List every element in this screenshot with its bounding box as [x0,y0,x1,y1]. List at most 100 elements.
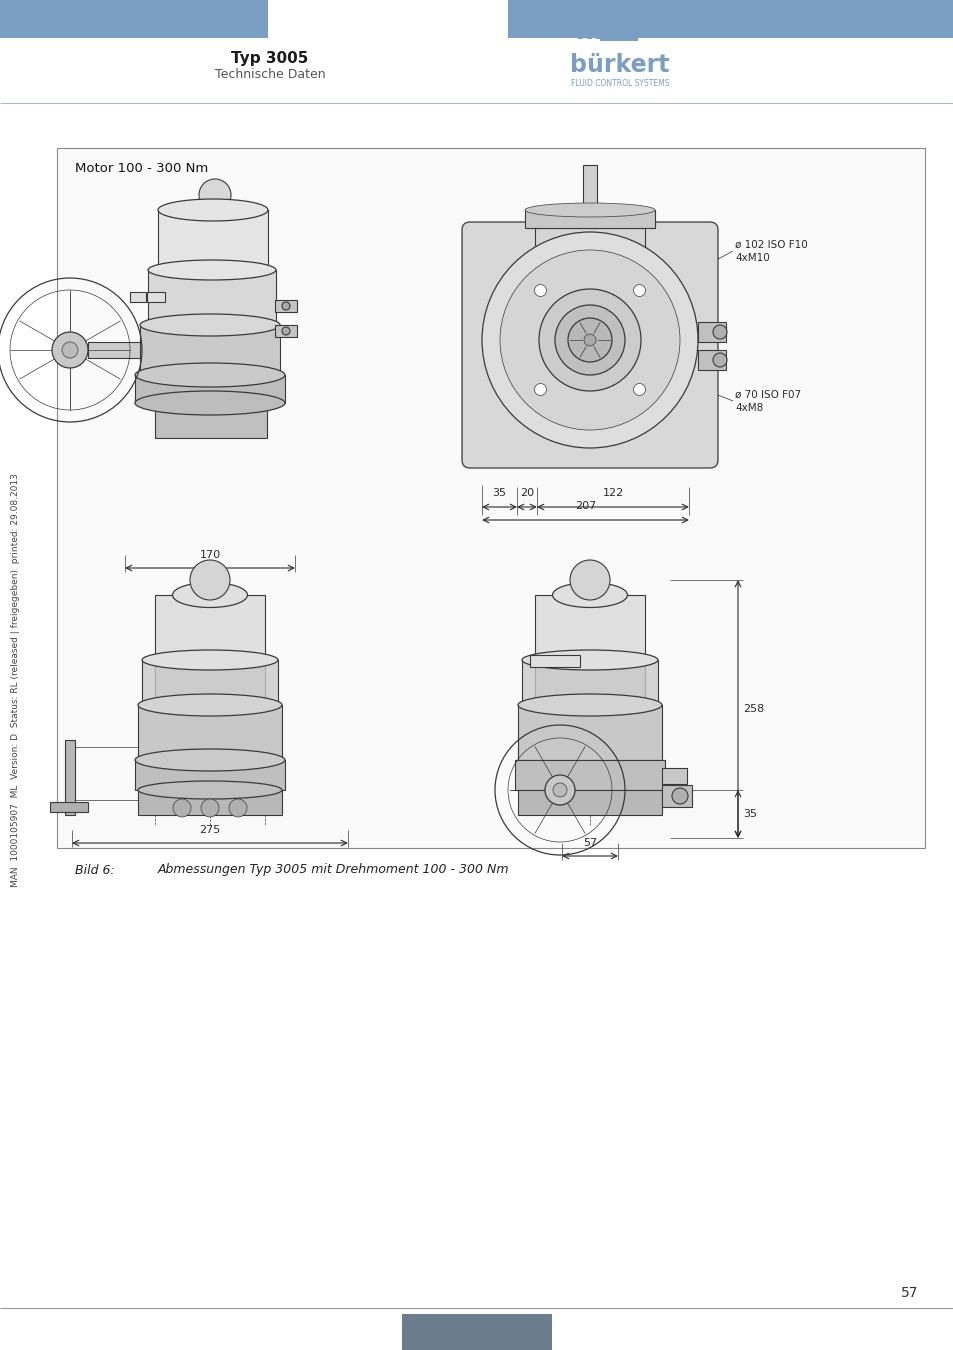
Ellipse shape [524,202,655,217]
Bar [507,0,953,38]
Text: 57: 57 [901,1287,918,1300]
Bar [135,375,285,404]
Ellipse shape [142,649,277,670]
Ellipse shape [158,198,268,221]
Text: Motor 100 - 300 Nm: Motor 100 - 300 Nm [75,162,208,174]
Bar [154,666,265,701]
Circle shape [534,285,546,297]
Circle shape [201,799,219,817]
Bar [535,666,644,701]
Bar [140,325,280,375]
Circle shape [534,383,546,396]
Bar [530,655,579,667]
Text: 35: 35 [742,809,757,819]
Bar [147,292,165,302]
Bar [274,300,296,312]
Circle shape [553,783,566,796]
Bar [142,660,277,705]
Ellipse shape [148,261,275,279]
Circle shape [569,560,609,599]
Text: 4xM10: 4xM10 [734,252,769,263]
Bar [138,705,282,760]
Bar [135,760,285,790]
Text: OPEN: OPEN [132,296,144,298]
Bar [582,165,597,215]
Circle shape [199,180,231,211]
Circle shape [671,788,687,805]
Text: 20: 20 [519,487,534,498]
Circle shape [633,285,645,297]
Text: 275: 275 [199,825,220,836]
Text: 170: 170 [199,549,220,560]
Bar [515,760,664,790]
Circle shape [282,327,290,335]
Bar [158,211,268,270]
Bar [88,342,140,358]
Bar [517,705,661,760]
Ellipse shape [521,649,658,670]
Bar [698,350,725,370]
Circle shape [229,799,247,817]
Bar [154,404,267,437]
Circle shape [712,352,726,367]
Ellipse shape [172,582,247,608]
Ellipse shape [135,392,285,414]
Ellipse shape [135,749,285,771]
Text: Abmessungen Typ 3005 mit Drehmoment 100 - 300 Nm: Abmessungen Typ 3005 mit Drehmoment 100 … [158,864,509,876]
Bar [517,790,661,815]
Text: MAN  1000105907  ML  Version: D  Status: RL (released | freigegeben)  printed: 2: MAN 1000105907 ML Version: D Status: RL … [11,472,20,887]
Circle shape [633,383,645,396]
Text: 122: 122 [601,487,623,498]
Circle shape [190,560,230,599]
Text: 207: 207 [575,501,596,512]
Text: Bild 6:: Bild 6: [75,864,114,876]
Bar [661,768,686,784]
Circle shape [62,342,78,358]
Circle shape [172,799,191,817]
Circle shape [538,289,640,391]
Circle shape [481,232,698,448]
Bar [535,595,644,660]
Bar [138,790,282,815]
FancyBboxPatch shape [461,221,718,468]
Circle shape [555,305,624,375]
Text: ø 70 ISO F07: ø 70 ISO F07 [734,390,801,400]
Circle shape [52,332,88,369]
Ellipse shape [135,363,285,387]
Circle shape [499,250,679,431]
Bar [599,38,638,40]
Text: Typ 3005: Typ 3005 [231,50,309,66]
Ellipse shape [154,394,267,412]
Text: 4xM8: 4xM8 [734,404,762,413]
Bar [130,292,146,302]
Ellipse shape [138,694,282,716]
Bar [154,595,265,660]
Bar [401,1314,552,1350]
Ellipse shape [158,261,268,279]
Circle shape [567,319,612,362]
Circle shape [712,325,726,339]
Circle shape [282,302,290,311]
Bar [57,148,924,848]
Ellipse shape [138,782,282,799]
Bar [148,270,275,325]
Ellipse shape [517,694,661,716]
Circle shape [544,775,575,805]
Bar [596,35,600,39]
Bar [0,0,268,38]
Text: FLUID CONTROL SYSTEMS: FLUID CONTROL SYSTEMS [570,80,669,89]
Bar [65,740,75,815]
Bar [578,35,582,39]
Bar [274,325,296,338]
Bar [50,802,88,811]
Bar [521,660,658,705]
Ellipse shape [140,315,280,336]
Text: CLOSE: CLOSE [149,296,163,298]
Bar [586,35,592,39]
Text: 258: 258 [742,703,763,714]
Text: ø 102 ISO F10: ø 102 ISO F10 [734,240,807,250]
Text: 35: 35 [492,487,506,498]
Text: Technische Daten: Technische Daten [214,68,325,81]
Bar [698,323,725,342]
Text: 57: 57 [582,838,597,848]
